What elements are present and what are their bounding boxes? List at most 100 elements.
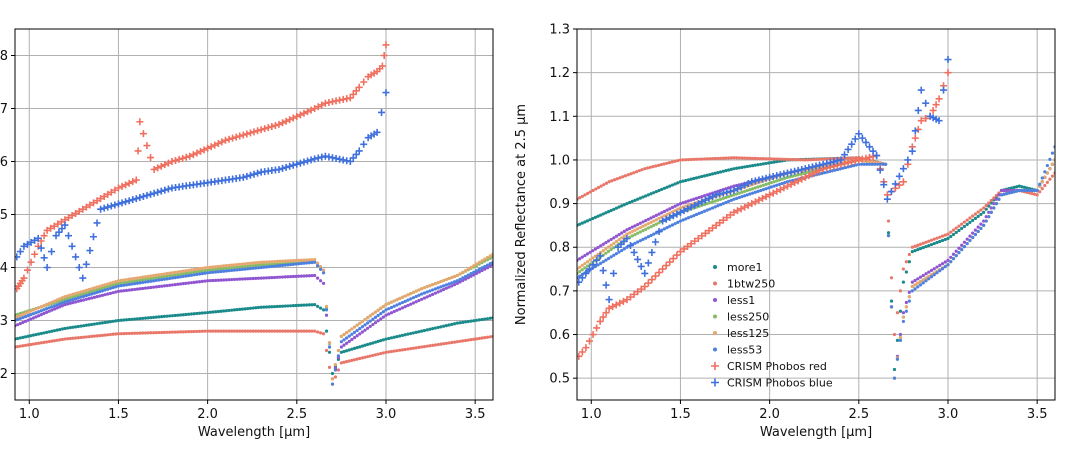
legend-entry: less53	[727, 344, 762, 357]
data-point	[373, 315, 378, 319]
data-point	[1015, 189, 1019, 193]
data-point	[965, 241, 969, 246]
data-point	[254, 261, 258, 265]
data-point	[310, 329, 314, 333]
data-point	[638, 230, 642, 234]
data-point	[634, 170, 639, 174]
data-point	[164, 185, 172, 193]
data-point	[267, 262, 271, 267]
data-point	[240, 267, 245, 271]
data-point	[646, 222, 650, 226]
data-point	[698, 232, 706, 240]
data-point	[196, 147, 204, 155]
data-point	[708, 201, 712, 205]
data-point	[90, 322, 94, 327]
data-point	[816, 161, 824, 169]
data-point	[796, 173, 800, 177]
data-point	[60, 304, 64, 308]
data-point	[777, 182, 782, 186]
data-point	[286, 162, 294, 170]
data-point	[583, 193, 587, 197]
data-point	[71, 297, 75, 302]
data-point	[826, 159, 834, 167]
data-point	[758, 194, 766, 202]
data-point	[135, 278, 139, 283]
data-point	[439, 325, 443, 329]
data-point	[648, 276, 656, 284]
data-point	[710, 200, 715, 204]
data-point	[411, 290, 416, 294]
data-point	[37, 244, 45, 252]
data-point	[641, 220, 645, 224]
data-point	[841, 159, 849, 167]
data-point	[71, 295, 75, 299]
data-point	[352, 330, 357, 334]
data-point	[911, 134, 919, 142]
data-point	[47, 224, 55, 232]
data-point	[665, 185, 669, 189]
data-point	[609, 255, 613, 259]
data-point	[907, 252, 911, 257]
data-point	[227, 263, 231, 267]
x-tick-label: 2.0	[759, 407, 780, 422]
data-point	[116, 281, 121, 285]
data-point	[612, 253, 616, 257]
data-point	[130, 282, 134, 286]
data-point	[321, 268, 326, 272]
data-point	[108, 320, 113, 324]
data-point	[141, 286, 145, 291]
data-point	[160, 278, 164, 282]
data-point	[666, 258, 674, 266]
data-point	[92, 334, 96, 338]
data-point	[697, 175, 701, 179]
data-point	[170, 314, 175, 318]
data-point	[203, 329, 207, 333]
data-point	[670, 205, 675, 210]
data-point	[154, 315, 158, 319]
data-point	[1040, 176, 1044, 180]
data-point	[248, 261, 253, 265]
data-point	[173, 276, 177, 280]
data-point	[916, 285, 920, 289]
data-point	[935, 240, 939, 245]
data-point	[910, 284, 914, 289]
data-point	[170, 283, 175, 287]
data-point	[794, 177, 802, 185]
data-point	[612, 241, 616, 245]
data-point	[659, 217, 667, 225]
data-point	[278, 275, 282, 279]
data-point	[477, 260, 481, 265]
data-point	[916, 243, 920, 247]
data-point	[27, 238, 35, 246]
data-point	[307, 258, 311, 262]
data-point	[47, 330, 51, 334]
data-point	[606, 210, 611, 214]
data-point	[982, 206, 986, 210]
data-point	[989, 201, 993, 205]
data-point	[111, 291, 115, 295]
data-point	[654, 218, 658, 222]
data-point	[756, 189, 760, 193]
data-point	[208, 270, 212, 275]
data-point	[254, 266, 258, 270]
data-point	[409, 331, 413, 336]
data-point	[179, 282, 183, 286]
data-point	[916, 277, 920, 281]
data-point	[214, 278, 218, 282]
data-point	[580, 255, 584, 259]
data-point	[381, 315, 385, 319]
data-point	[40, 254, 48, 262]
data-point	[302, 258, 306, 262]
data-point	[192, 267, 196, 272]
data-point	[599, 267, 607, 275]
data-point	[264, 124, 272, 132]
data-point	[1027, 191, 1032, 195]
data-point	[954, 254, 958, 258]
data-point	[450, 284, 454, 288]
data-point	[222, 309, 226, 313]
data-point	[472, 337, 476, 341]
data-point	[634, 288, 642, 296]
data-point	[1040, 180, 1044, 184]
data-point	[694, 212, 699, 217]
data-point	[935, 117, 943, 125]
